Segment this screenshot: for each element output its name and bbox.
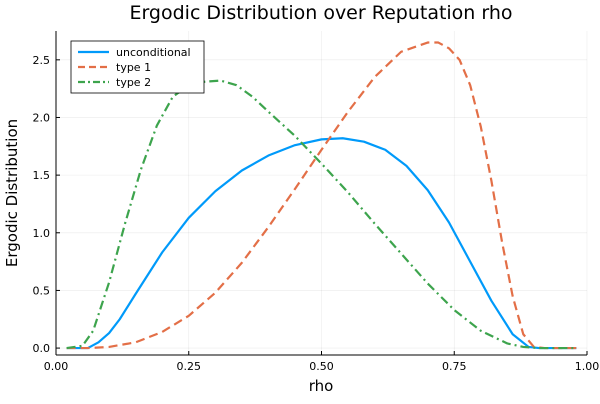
- y-tick-label: 1.0: [33, 227, 51, 240]
- legend-label: type 2: [116, 76, 151, 89]
- x-tick-label: 0.25: [177, 360, 202, 373]
- x-axis-label: rho: [309, 377, 334, 395]
- y-tick-label: 0.5: [33, 284, 51, 297]
- chart-title: Ergodic Distribution over Reputation rho: [129, 2, 512, 24]
- y-axis-label: Ergodic Distribution: [3, 119, 21, 267]
- series-line-type-1: [66, 41, 577, 350]
- y-tick-label: 2.0: [33, 111, 51, 124]
- ticks-layer: 0.00 0.25 0.50 0.75 1.00 0.0 0.5 1.0 1.5 2.0 2.5: [33, 54, 600, 373]
- legend-label: type 1: [116, 61, 151, 74]
- legend-label: unconditional: [116, 46, 191, 59]
- series-line-type-2: [66, 79, 577, 350]
- x-tick-label: 1.00: [575, 360, 600, 373]
- x-tick-label: 0.50: [309, 360, 334, 373]
- y-tick-label: 1.5: [33, 169, 51, 182]
- y-tick-label: 0.0: [33, 342, 51, 355]
- series-line-unconditional: [66, 137, 577, 350]
- y-tick-label: 2.5: [33, 54, 51, 67]
- grid-layer: [55, 31, 588, 355]
- series-layer: [66, 41, 577, 350]
- legend: unconditional type 1 type 2: [70, 40, 205, 94]
- x-tick-label: 0.00: [44, 360, 69, 373]
- x-tick-label: 0.75: [442, 360, 467, 373]
